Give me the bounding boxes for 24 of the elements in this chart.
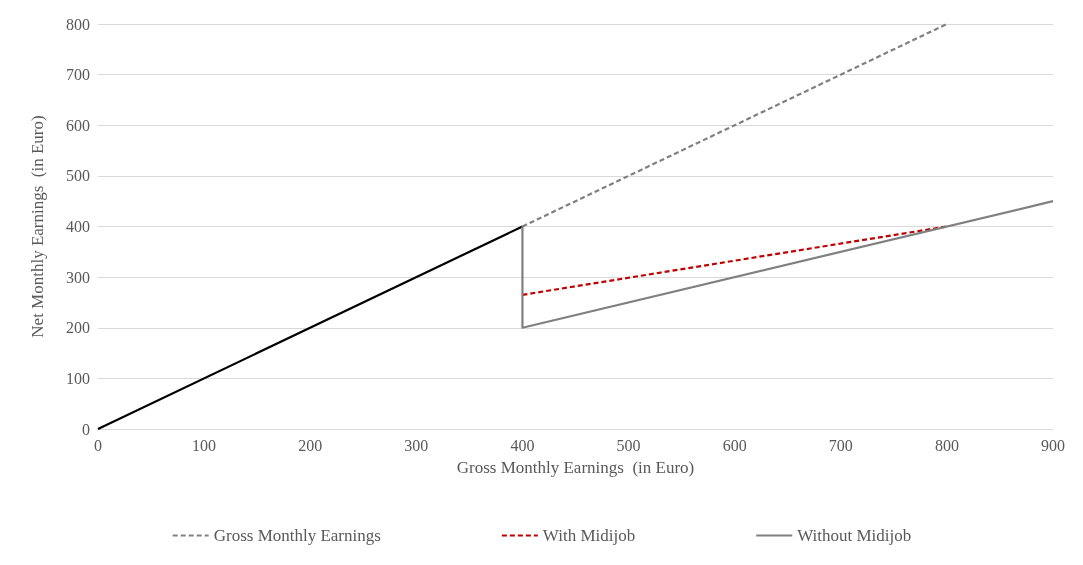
y-tick-label: 200 [66,319,90,337]
x-tick-label: 0 [94,436,102,454]
y-tick-label: 600 [66,116,90,134]
y-tick-label: 500 [66,167,90,185]
x-tick-label: 100 [192,436,217,454]
x-tick-label: 400 [510,436,535,454]
x-tick-label: 700 [828,436,853,454]
x-tick-label: 500 [616,436,641,454]
x-tick-label: 800 [934,436,959,454]
y-tick-label: 100 [66,369,90,387]
y-tick-label: 400 [66,218,90,235]
y-tick-label: 800 [66,15,90,33]
y-tick-label: 700 [66,66,90,84]
y-tick-label: 0 [82,420,90,438]
x-tick-label: 900 [1041,436,1065,454]
x-axis-title: Gross Monthly Earnings (in Euro) [456,458,695,477]
x-tick-label: 300 [404,436,429,454]
y-tick-label: 300 [66,268,90,286]
y-axis-title: Net Monthly Earnings (in Euro) [28,115,47,338]
x-tick-label: 200 [298,436,323,454]
legend-label: With Midijob [542,526,636,545]
x-tick-label: 600 [722,436,747,454]
legend-label: Gross Monthly Earnings [213,526,381,545]
legend-label: Without Midijob [797,526,912,545]
